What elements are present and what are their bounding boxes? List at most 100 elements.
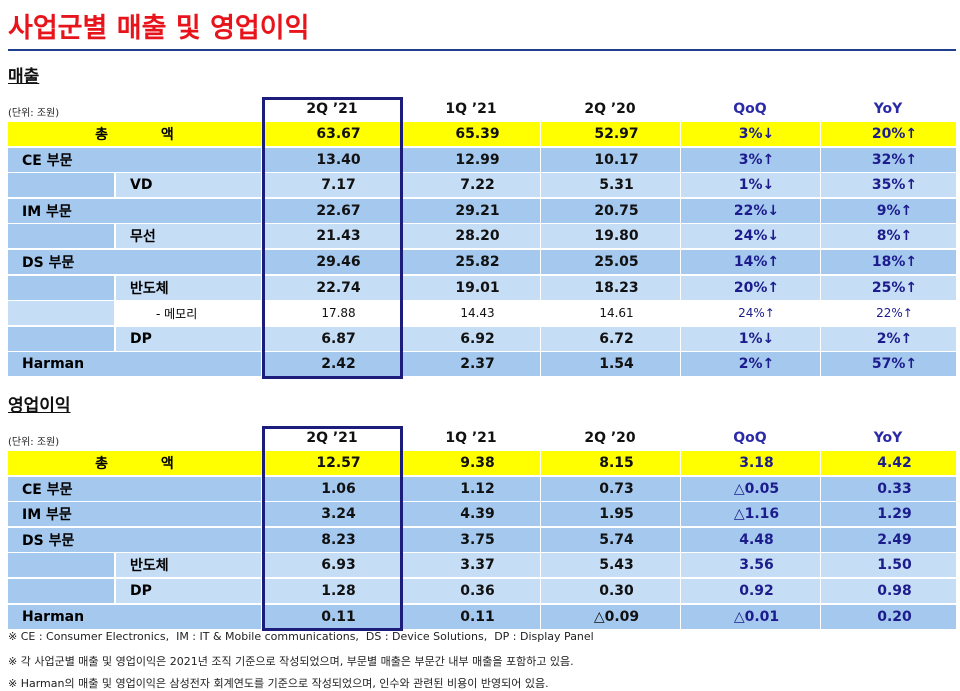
cell-value: △0.05 [681,476,820,501]
cell-value: 10.17 [541,147,680,172]
cell-value: 5.31 [541,173,680,198]
row-label: 반도체 [116,275,261,300]
cell-value: 1.28 [263,579,402,603]
cell-value: 3.24 [263,502,402,527]
cell-value: 3.75 [403,527,540,552]
row-indent [8,301,114,326]
cell-value: 9%↑ [821,198,956,223]
cell-value: 3.56 [681,553,820,578]
column-header: 2Q ’21 [306,101,358,117]
cell-value: △0.09 [541,604,680,629]
cell-value: 1.50 [821,553,956,578]
column-header: QoQ [733,430,767,446]
cell-value: 65.39 [403,122,540,146]
column-header: 2Q ’21 [306,430,358,446]
column-header: QoQ [733,101,767,117]
cell-value: △1.16 [681,502,820,527]
row-label: 총 액 [8,451,261,475]
row-label: CE 부문 [8,476,261,501]
cell-value: 2.37 [403,352,540,377]
footnote: ※ CE : Consumer Electronics, IM : IT & M… [8,630,594,643]
cell-value: 0.36 [403,579,540,603]
row-label: DP [116,326,261,351]
cell-value: 6.92 [403,326,540,351]
row-indent [8,224,114,249]
unit-label: (단위: 조원) [8,437,60,448]
row-indent [8,173,114,198]
unit-label: (단위: 조원) [8,108,60,119]
cell-value: 19.80 [541,224,680,249]
column-header: 2Q ’20 [584,430,636,446]
cell-value: 1.54 [541,352,680,377]
cell-value: 2%↑ [821,326,956,351]
cell-value: 20%↑ [681,275,820,300]
cell-value: 12.99 [403,147,540,172]
cell-value: 6.72 [541,326,680,351]
row-label: CE 부문 [8,147,261,172]
row-label: 반도체 [116,553,261,578]
cell-value: 52.97 [541,122,680,146]
title: 사업군별 매출 및 영업이익 [8,13,310,44]
cell-value: 24%↓ [681,224,820,249]
cell-value: 22%↑ [821,301,956,326]
cell-value: 24%↑ [681,301,820,326]
cell-value: 18%↑ [821,250,956,274]
cell-value: 1.12 [403,476,540,501]
column-header: 2Q ’20 [584,101,636,117]
cell-value: 21.43 [263,224,402,249]
column-header: 1Q ’21 [445,101,497,117]
row-label: VD [116,173,261,198]
footnote: ※ 각 사업군별 매출 및 영업이익은 2021년 조직 기준으로 작성되었으며… [8,654,574,668]
cell-value: 2.42 [263,352,402,377]
cell-value: 14%↑ [681,250,820,274]
cell-value: 20.75 [541,198,680,223]
footnote: ※ Harman의 매출 및 영업이익은 삼성전자 회계연도를 기준으로 작성되… [8,677,549,690]
cell-value: 29.46 [263,250,402,274]
cell-value: 0.33 [821,476,956,501]
column-header: 1Q ’21 [445,430,497,446]
cell-value: 0.92 [681,579,820,603]
row-label: IM 부문 [8,198,261,223]
row-indent [8,275,114,300]
cell-value: 19.01 [403,275,540,300]
row-label: DS 부문 [8,527,261,552]
row-label: IM 부문 [8,502,261,527]
row-label: 총 액 [8,122,261,146]
row-label: - 메모리 [116,301,261,326]
cell-value: 20%↑ [821,122,956,146]
cell-value: 1.29 [821,502,956,527]
cell-value: 4.48 [681,527,820,552]
cell-value: 0.73 [541,476,680,501]
cell-value: 3.37 [403,553,540,578]
cell-value: 14.43 [403,301,540,326]
cell-value: 7.22 [403,173,540,198]
row-label: DP [116,579,261,603]
cell-value: 32%↑ [821,147,956,172]
cell-value: 22%↓ [681,198,820,223]
cell-value: 0.11 [263,604,402,629]
cell-value: 6.87 [263,326,402,351]
cell-value: 3.18 [681,451,820,475]
cell-value: 9.38 [403,451,540,475]
cell-value: 25%↑ [821,275,956,300]
row-label: Harman [8,352,261,377]
cell-value: 13.40 [263,147,402,172]
cell-value: 22.67 [263,198,402,223]
column-header: YoY [873,430,903,446]
cell-value: 35%↑ [821,173,956,198]
cell-value: 25.82 [403,250,540,274]
cell-value: 8.15 [541,451,680,475]
row-label: DS 부문 [8,250,261,274]
cell-value: 7.17 [263,173,402,198]
cell-value: 29.21 [403,198,540,223]
section-heading: 매출 [8,67,40,87]
column-header: YoY [873,101,903,117]
cell-value: 5.74 [541,527,680,552]
cell-value: 0.11 [403,604,540,629]
cell-value: 0.20 [821,604,956,629]
cell-value: 1%↓ [681,173,820,198]
cell-value: 1%↓ [681,326,820,351]
cell-value: 14.61 [541,301,680,326]
highlight-box [262,97,403,379]
